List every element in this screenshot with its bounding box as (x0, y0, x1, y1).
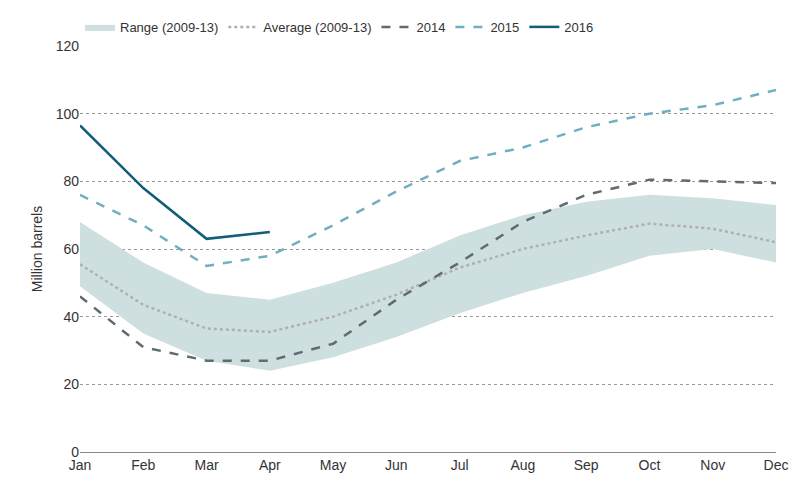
svg-text:Million barrels: Million barrels (29, 206, 45, 292)
svg-text:60: 60 (63, 241, 79, 257)
svg-text:Jan: Jan (69, 457, 92, 473)
svg-text:Dec: Dec (764, 457, 789, 473)
svg-text:2015: 2015 (490, 20, 519, 35)
svg-text:80: 80 (63, 173, 79, 189)
svg-text:0: 0 (71, 444, 79, 460)
svg-text:Apr: Apr (259, 457, 281, 473)
svg-text:Average (2009-13): Average (2009-13) (263, 20, 371, 35)
svg-text:40: 40 (63, 309, 79, 325)
svg-text:2014: 2014 (416, 20, 445, 35)
svg-text:Oct: Oct (639, 457, 661, 473)
svg-text:Nov: Nov (700, 457, 725, 473)
svg-text:Mar: Mar (194, 457, 218, 473)
svg-text:120: 120 (56, 38, 80, 54)
svg-text:20: 20 (63, 376, 79, 392)
svg-text:Aug: Aug (510, 457, 535, 473)
svg-text:Sep: Sep (574, 457, 599, 473)
svg-text:2016: 2016 (564, 20, 593, 35)
svg-text:May: May (320, 457, 346, 473)
svg-text:Range (2009-13): Range (2009-13) (120, 20, 218, 35)
svg-text:Jun: Jun (385, 457, 408, 473)
svg-text:Jul: Jul (451, 457, 469, 473)
svg-text:100: 100 (56, 106, 80, 122)
svg-text:Feb: Feb (131, 457, 155, 473)
